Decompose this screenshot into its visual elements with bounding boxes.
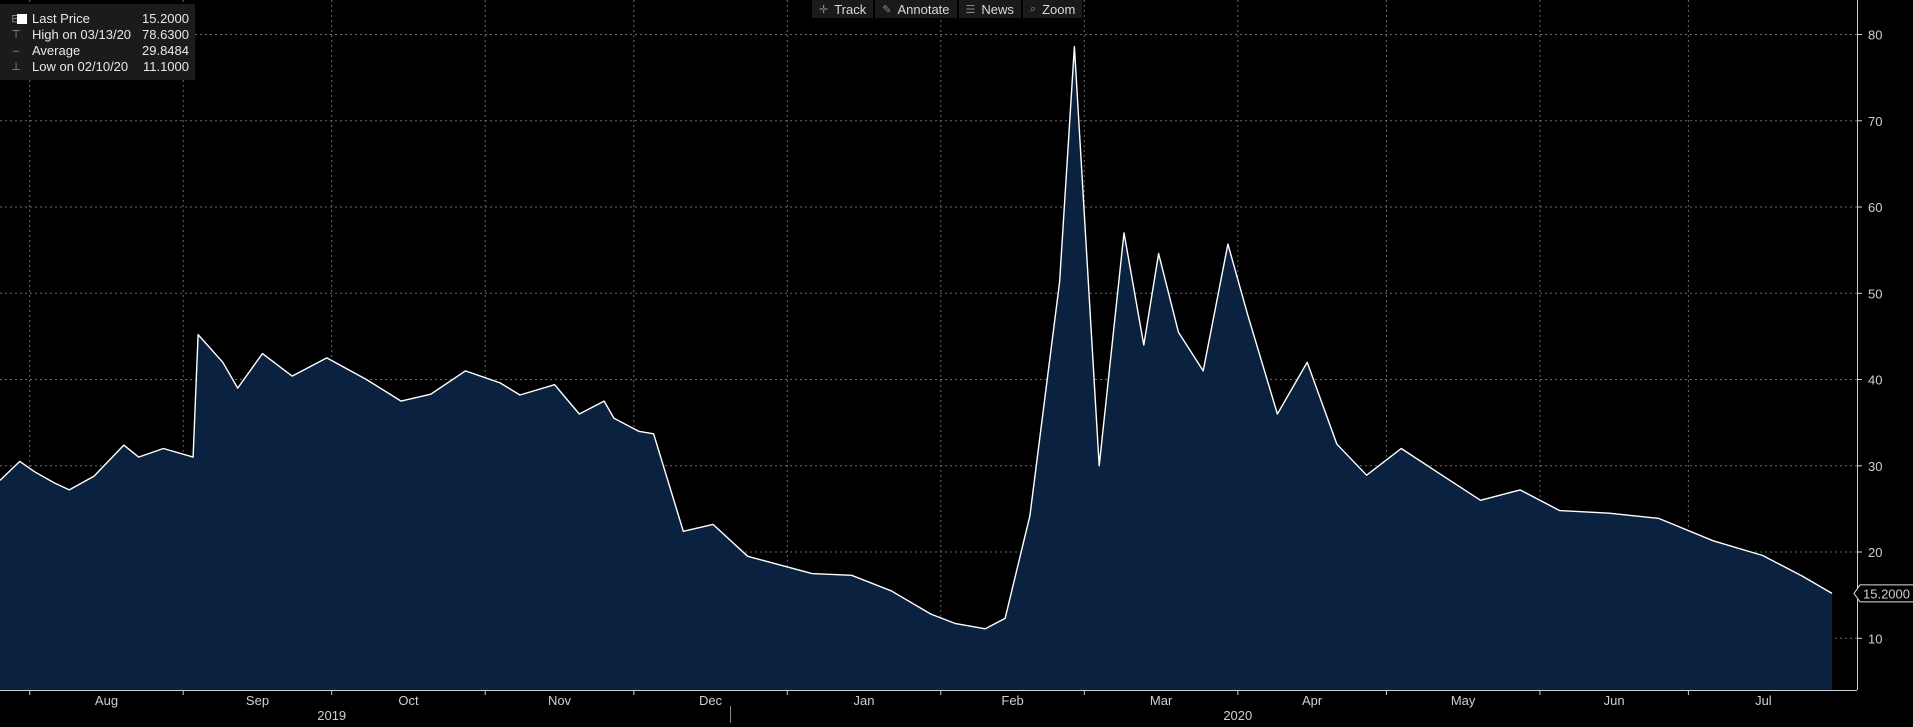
legend-high: ⊤ High on 03/13/20 78.6300 [0,27,195,43]
legend-average: – Average 29.8484 [0,43,195,59]
legend-label: Average [32,43,81,58]
track-label: Track [834,1,867,17]
x-tick-label: Mar [1150,693,1173,708]
x-tick-label: Apr [1302,693,1323,708]
x-tick-label: Jun [1604,693,1625,708]
y-tick-label: 30 [1868,459,1882,474]
y-tick-label: 20 [1868,545,1882,560]
x-tick-label: Oct [398,693,419,708]
news-button[interactable]: ☰ News [958,0,1021,18]
legend-last-price[interactable]: ⊟ Last Price 15.2000 [0,11,195,27]
x-tick-label: Aug [95,693,118,708]
legend-low: ⊥ Low on 02/10/20 11.1000 [0,59,195,75]
price-legend[interactable]: ⊟ Last Price 15.2000 ⊤ High on 03/13/20 … [0,4,195,80]
year-label: 2020 [1223,708,1252,723]
x-tick-label: Nov [548,693,572,708]
last-price-tag-box [1853,584,1913,603]
y-tick-label: 40 [1868,373,1882,388]
legend-swatch [17,14,27,24]
x-axis-ticks: Aug Sep Oct Nov Dec Jan Feb Mar Apr May Jun Jul 2019… [29,690,1772,723]
low-marker-icon: ⊥ [11,61,21,73]
price-line [0,45,1833,630]
high-marker-icon: ⊤ [11,29,21,41]
news-label: News [981,1,1014,17]
y-tick-label: 60 [1868,200,1882,215]
legend-value: 78.6300 [142,27,189,42]
price-area-fill [0,46,1832,691]
x-tick-label: May [1451,693,1476,708]
legend-label: High on 03/13/20 [32,27,132,42]
x-tick-label: Dec [699,693,723,708]
legend-label: Low on 02/10/20 [32,59,129,74]
collapse-icon[interactable]: ⊟ [11,13,21,25]
annotate-label: Annotate [897,1,950,17]
legend-value: 29.8484 [142,43,189,58]
x-tick-label: Sep [246,693,269,708]
y-tick-label: 10 [1868,631,1882,646]
year-label: 2019 [317,708,346,723]
legend-label: Last Price [32,11,90,26]
pencil-icon: ✎ [882,3,892,16]
chart-axes [0,0,1858,723]
y-axis-ticks: 10 20 30 40 50 60 70 80 [1857,28,1882,646]
y-tick-label: 70 [1868,114,1882,129]
average-marker-icon: – [12,45,20,57]
crosshair-icon: ✛ [819,3,829,16]
zoom-label: Zoom [1042,1,1076,17]
x-tick-label: Jan [854,693,875,708]
zoom-button[interactable]: ⌕ Zoom [1022,0,1083,18]
chart-toolbar: ✛ Track ✎ Annotate ☰ News ⌕ Zoom [812,0,1084,18]
track-button[interactable]: ✛ Track [812,0,874,18]
x-tick-label: Feb [1001,693,1023,708]
x-tick-label: Jul [1755,693,1772,708]
news-icon: ☰ [965,3,976,16]
magnifier-icon: ⌕ [1029,2,1037,15]
last-price-tag: 15.2000 [1853,584,1913,603]
legend-value: 15.2000 [142,11,189,26]
annotate-button[interactable]: ✎ Annotate [875,0,957,18]
last-price-tag-text: 15.2000 [1863,586,1910,601]
legend-value: 11.1000 [142,59,189,74]
y-tick-label: 80 [1868,28,1882,43]
y-tick-label: 50 [1868,286,1882,301]
